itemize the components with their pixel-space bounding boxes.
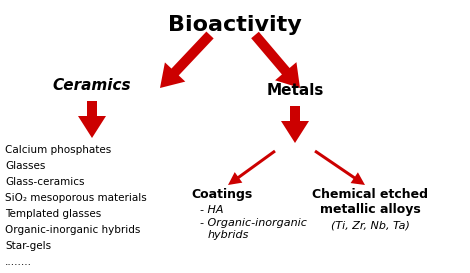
Polygon shape — [314, 150, 365, 185]
Polygon shape — [228, 150, 276, 185]
Text: Metals: Metals — [266, 83, 324, 98]
Polygon shape — [281, 106, 309, 143]
Polygon shape — [160, 32, 214, 88]
Text: Templated glasses: Templated glasses — [5, 209, 101, 219]
Text: Star-gels: Star-gels — [5, 241, 51, 251]
Text: Bioactivity: Bioactivity — [168, 15, 302, 35]
Text: - Organic-inorganic: - Organic-inorganic — [200, 218, 307, 228]
Text: Ceramics: Ceramics — [53, 78, 131, 93]
Polygon shape — [78, 101, 106, 138]
Text: Chemical etched
metallic alloys: Chemical etched metallic alloys — [312, 188, 428, 216]
Text: (Ti, Zr, Nb, Ta): (Ti, Zr, Nb, Ta) — [330, 221, 409, 231]
Text: SiO₂ mesoporous materials: SiO₂ mesoporous materials — [5, 193, 147, 203]
Text: Organic-inorganic hybrids: Organic-inorganic hybrids — [5, 225, 141, 235]
Text: Calcium phosphates: Calcium phosphates — [5, 145, 111, 155]
Polygon shape — [251, 32, 300, 88]
Text: Glasses: Glasses — [5, 161, 46, 171]
Text: hybrids: hybrids — [208, 230, 250, 240]
Text: ........: ........ — [5, 257, 32, 267]
Text: Glass-ceramics: Glass-ceramics — [5, 177, 85, 187]
Text: Coatings: Coatings — [191, 188, 253, 201]
Text: - HA: - HA — [200, 205, 224, 215]
